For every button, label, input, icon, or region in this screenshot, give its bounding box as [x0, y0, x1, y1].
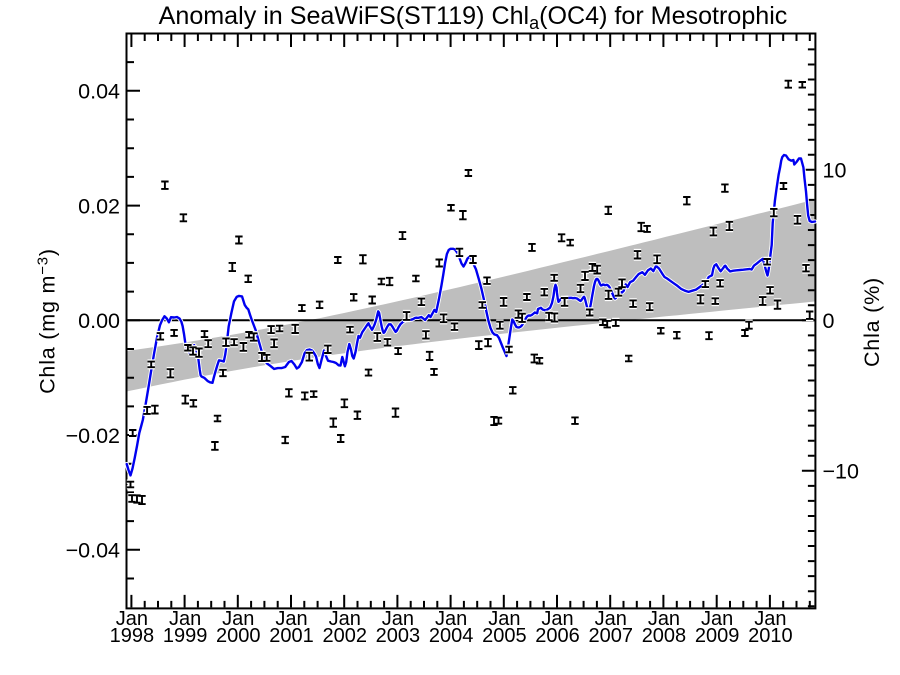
svg-text:−10: −10 — [823, 460, 860, 484]
svg-text:2005: 2005 — [482, 625, 527, 647]
svg-text:Jan: Jan — [754, 608, 786, 630]
svg-text:Jan: Jan — [275, 608, 307, 630]
svg-text:Jan: Jan — [329, 608, 361, 630]
svg-text:2009: 2009 — [695, 625, 740, 647]
svg-text:Jan: Jan — [169, 608, 201, 630]
svg-text:−0.02: −0.02 — [66, 424, 120, 448]
svg-text:0: 0 — [823, 309, 835, 333]
svg-text:2010: 2010 — [748, 625, 793, 647]
svg-text:2001: 2001 — [269, 625, 314, 647]
svg-text:2006: 2006 — [535, 625, 580, 647]
svg-text:2002: 2002 — [322, 625, 367, 647]
svg-text:2008: 2008 — [642, 625, 687, 647]
svg-text:Jan: Jan — [701, 608, 733, 630]
svg-text:2003: 2003 — [376, 625, 421, 647]
svg-text:1999: 1999 — [163, 625, 208, 647]
svg-text:1998: 1998 — [110, 625, 155, 647]
svg-text:Jan: Jan — [116, 608, 148, 630]
svg-text:−0.04: −0.04 — [66, 539, 120, 563]
svg-text:Chla (%): Chla (%) — [860, 277, 884, 367]
svg-text:Jan: Jan — [541, 608, 573, 630]
svg-text:2007: 2007 — [588, 625, 633, 647]
svg-text:0.00: 0.00 — [78, 309, 120, 333]
svg-text:Jan: Jan — [435, 608, 467, 630]
svg-text:Anomaly in SeaWiFS(ST119) Chla: Anomaly in SeaWiFS(ST119) Chla(OC4) for … — [159, 2, 788, 33]
svg-text:10: 10 — [823, 159, 847, 183]
svg-text:Jan: Jan — [648, 608, 680, 630]
svg-text:2004: 2004 — [429, 625, 474, 647]
svg-text:Jan: Jan — [222, 608, 254, 630]
svg-text:Jan: Jan — [382, 608, 414, 630]
svg-text:Jan: Jan — [488, 608, 520, 630]
svg-text:2000: 2000 — [216, 625, 261, 647]
svg-text:Jan: Jan — [595, 608, 627, 630]
svg-text:0.04: 0.04 — [78, 80, 120, 104]
svg-text:0.02: 0.02 — [78, 194, 120, 218]
